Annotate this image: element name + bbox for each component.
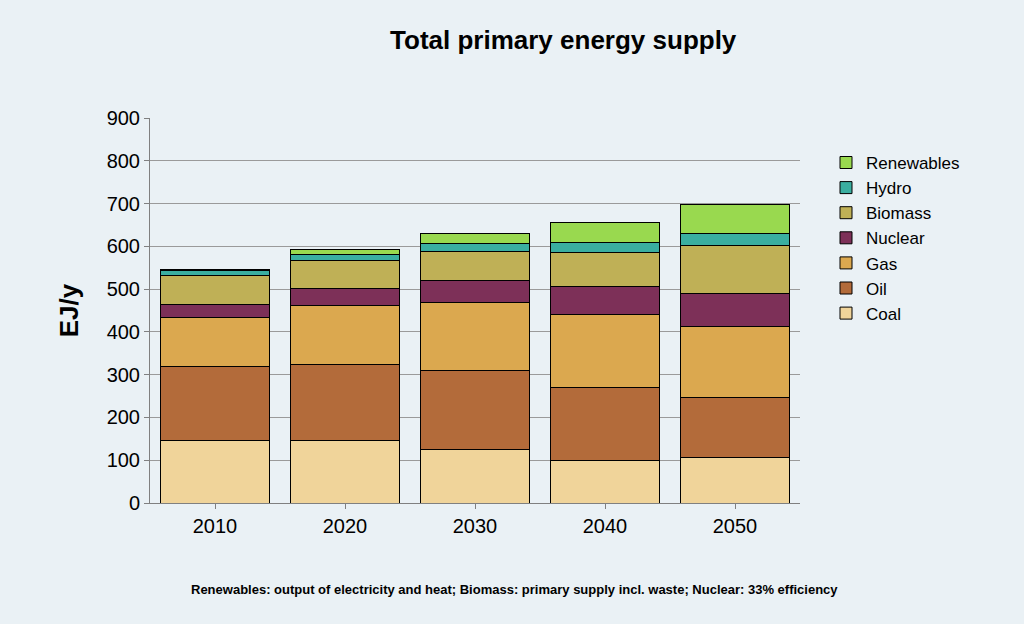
svg-text:200: 200: [107, 406, 140, 428]
svg-text:800: 800: [107, 150, 140, 172]
svg-text:2050: 2050: [713, 515, 758, 537]
svg-text:100: 100: [107, 449, 140, 471]
svg-text:2010: 2010: [193, 515, 238, 537]
svg-text:EJ/y: EJ/y: [54, 283, 84, 337]
svg-text:600: 600: [107, 235, 140, 257]
svg-text:Renewables: Renewables: [866, 154, 960, 173]
svg-text:Total primary energy supply: Total primary energy supply: [390, 25, 737, 55]
svg-text:300: 300: [107, 364, 140, 386]
svg-text:Coal: Coal: [866, 305, 901, 324]
svg-text:0: 0: [129, 492, 140, 514]
svg-text:700: 700: [107, 193, 140, 215]
svg-text:Nuclear: Nuclear: [866, 229, 925, 248]
svg-text:400: 400: [107, 321, 140, 343]
svg-text:500: 500: [107, 278, 140, 300]
svg-text:900: 900: [107, 107, 140, 129]
svg-text:Renewables: output of electric: Renewables: output of electricity and he…: [191, 582, 838, 597]
svg-text:2030: 2030: [453, 515, 498, 537]
svg-text:2020: 2020: [323, 515, 368, 537]
svg-text:Hydro: Hydro: [866, 179, 911, 198]
svg-text:Gas: Gas: [866, 255, 897, 274]
svg-text:2040: 2040: [583, 515, 628, 537]
svg-text:Biomass: Biomass: [866, 204, 931, 223]
svg-text:Oil: Oil: [866, 280, 887, 299]
